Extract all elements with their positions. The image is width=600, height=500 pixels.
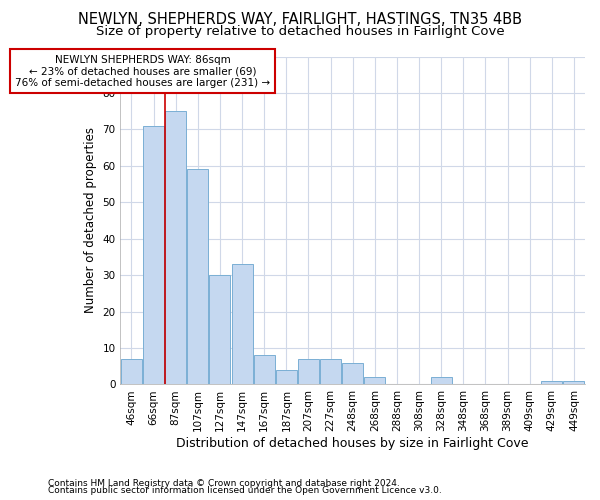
- Bar: [187, 170, 208, 384]
- Text: NEWLYN, SHEPHERDS WAY, FAIRLIGHT, HASTINGS, TN35 4BB: NEWLYN, SHEPHERDS WAY, FAIRLIGHT, HASTIN…: [78, 12, 522, 28]
- Bar: [563, 381, 584, 384]
- Text: Contains public sector information licensed under the Open Government Licence v3: Contains public sector information licen…: [48, 486, 442, 495]
- Bar: [232, 264, 253, 384]
- Bar: [431, 377, 452, 384]
- Text: NEWLYN SHEPHERDS WAY: 86sqm
← 23% of detached houses are smaller (69)
76% of sem: NEWLYN SHEPHERDS WAY: 86sqm ← 23% of det…: [15, 54, 270, 88]
- Bar: [320, 359, 341, 384]
- Bar: [209, 275, 230, 384]
- Bar: [276, 370, 297, 384]
- Text: Contains HM Land Registry data © Crown copyright and database right 2024.: Contains HM Land Registry data © Crown c…: [48, 478, 400, 488]
- Bar: [298, 359, 319, 384]
- Bar: [342, 362, 363, 384]
- Bar: [541, 381, 562, 384]
- Text: Size of property relative to detached houses in Fairlight Cove: Size of property relative to detached ho…: [95, 25, 505, 38]
- Bar: [254, 356, 275, 384]
- Y-axis label: Number of detached properties: Number of detached properties: [84, 128, 97, 314]
- Bar: [143, 126, 164, 384]
- Bar: [121, 359, 142, 384]
- X-axis label: Distribution of detached houses by size in Fairlight Cove: Distribution of detached houses by size …: [176, 437, 529, 450]
- Bar: [364, 377, 385, 384]
- Bar: [165, 111, 186, 384]
